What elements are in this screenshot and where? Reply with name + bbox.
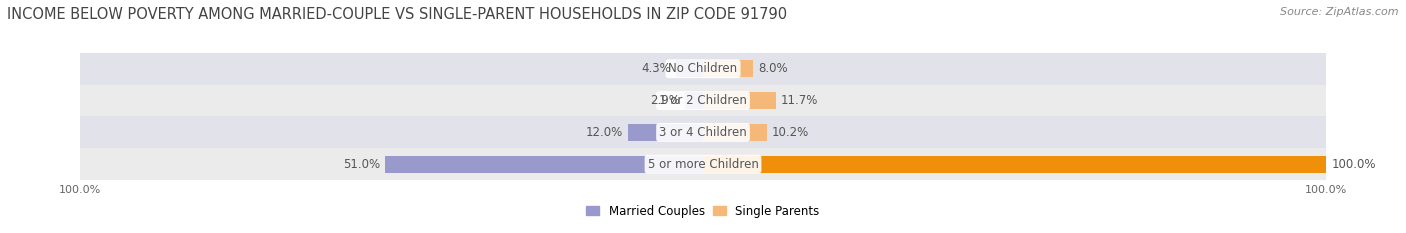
Text: 10.2%: 10.2% [772, 126, 808, 139]
Text: No Children: No Children [668, 62, 738, 75]
Text: 4.3%: 4.3% [641, 62, 671, 75]
Bar [80, 53, 1326, 85]
Bar [80, 116, 1326, 148]
Bar [80, 148, 1326, 180]
Bar [703, 156, 1326, 172]
Text: 12.0%: 12.0% [586, 126, 623, 139]
Text: 5 or more Children: 5 or more Children [648, 158, 758, 171]
Text: 11.7%: 11.7% [780, 94, 818, 107]
Text: 2.9%: 2.9% [650, 94, 681, 107]
Bar [385, 156, 703, 172]
Bar [703, 92, 776, 109]
Text: 8.0%: 8.0% [758, 62, 787, 75]
Bar [628, 124, 703, 141]
Text: INCOME BELOW POVERTY AMONG MARRIED-COUPLE VS SINGLE-PARENT HOUSEHOLDS IN ZIP COD: INCOME BELOW POVERTY AMONG MARRIED-COUPL… [7, 7, 787, 22]
Bar [676, 61, 703, 77]
Text: 51.0%: 51.0% [343, 158, 380, 171]
Bar [703, 124, 766, 141]
Bar [685, 92, 703, 109]
Text: Source: ZipAtlas.com: Source: ZipAtlas.com [1281, 7, 1399, 17]
Text: 3 or 4 Children: 3 or 4 Children [659, 126, 747, 139]
Text: 100.0%: 100.0% [1331, 158, 1376, 171]
Text: 1 or 2 Children: 1 or 2 Children [659, 94, 747, 107]
Bar [703, 61, 752, 77]
Bar [80, 85, 1326, 116]
Legend: Married Couples, Single Parents: Married Couples, Single Parents [586, 205, 820, 218]
